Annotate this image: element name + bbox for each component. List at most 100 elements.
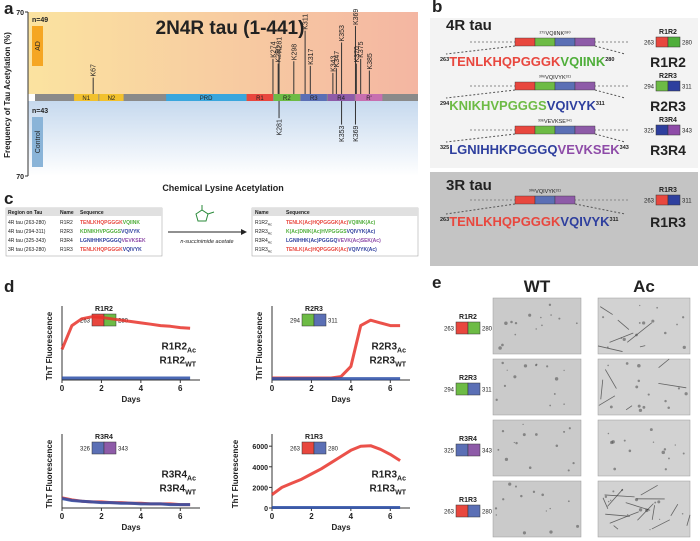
particle — [654, 502, 656, 504]
sequence-part: LGNIHHK(Ac)PGGGQ — [286, 238, 338, 244]
legend-name: R2R3 — [371, 341, 397, 352]
particle — [638, 380, 640, 382]
domain-label: PRD — [200, 96, 213, 102]
y-tick-label: 70 — [16, 174, 24, 181]
sequence-part: TENLKHQPGGGK — [80, 247, 123, 253]
construct-box — [656, 195, 668, 205]
sequence-start: 263 — [440, 217, 449, 223]
particle — [513, 375, 516, 378]
construct-label: R1R2 — [95, 306, 113, 313]
particle — [528, 314, 531, 317]
particle — [514, 442, 515, 443]
name-subscript: Ac — [268, 241, 272, 245]
sequence-part: KNIKHVPGGGS — [449, 98, 547, 113]
particle — [501, 362, 503, 364]
sequence-part: LGNIHHKPGGGQ — [80, 238, 122, 244]
name: R2R3 — [255, 229, 268, 235]
particle — [507, 370, 508, 371]
sequence-start: 263 — [440, 57, 449, 63]
construct-start: 263 — [290, 447, 301, 453]
table-header: Name — [60, 210, 74, 216]
construct-start: 294 — [290, 319, 301, 325]
particle — [623, 338, 626, 341]
sequence-part: VQIVYK(Ac) — [348, 247, 377, 253]
particle — [667, 406, 670, 409]
construct-end: 280 — [482, 510, 493, 516]
repeat-box — [555, 126, 575, 134]
x-tick-label: 6 — [388, 384, 393, 393]
site-label: K353 — [339, 25, 346, 41]
repeat-box — [535, 196, 555, 204]
particle — [649, 529, 650, 530]
construct-start: 325 — [644, 129, 655, 135]
particle — [648, 394, 650, 396]
particle — [675, 444, 676, 445]
particle — [515, 486, 517, 488]
construct-start: 294 — [444, 388, 455, 394]
construct-box — [468, 444, 480, 456]
particle — [497, 449, 499, 451]
column-header: WT — [524, 277, 551, 296]
name: R1R2 — [255, 220, 268, 226]
table-sequence: LGNIHHKPGGGQVEVKSEK — [80, 238, 146, 244]
table-sequence: TENLK(Ac)HQPGGGK(Ac)VQIVYK(Ac) — [286, 247, 377, 253]
particle — [555, 377, 558, 380]
panel-label: b — [432, 0, 442, 16]
particle — [668, 457, 670, 459]
construct-label: R1R2 — [659, 29, 677, 36]
particle — [558, 318, 560, 320]
construct-start: 263 — [644, 41, 655, 47]
particle — [665, 468, 667, 470]
construct-box — [302, 314, 314, 326]
table-cell: 4R tau (294-311) — [8, 229, 46, 235]
particle — [533, 491, 535, 493]
particle — [610, 500, 611, 501]
y-tick-label: 70 — [16, 10, 24, 17]
sequence-part: TENLK(Ac)HQPGGGK(Ac) — [286, 247, 349, 253]
repeat-box — [535, 82, 555, 90]
x-tick-label: 0 — [270, 384, 275, 393]
construct-box — [468, 383, 480, 395]
particle — [624, 440, 626, 442]
x-tick-label: 2 — [309, 512, 314, 521]
particle — [642, 406, 645, 409]
construct-name: R1R2 — [650, 54, 686, 70]
legend-entry: R2R3WT — [370, 355, 407, 368]
table-header: Name — [255, 210, 269, 216]
motif-label: ³⁰⁶VQIVYK³¹¹ — [529, 188, 561, 195]
construct-end: 343 — [118, 447, 129, 453]
site-label: K311 — [303, 14, 310, 30]
particle — [639, 508, 642, 511]
particle — [549, 304, 551, 306]
legend-name: R1R2 — [161, 341, 187, 352]
y-axis-label: ThT Fluorescence — [231, 439, 240, 508]
table-sequence: LGNIHHK(Ac)PGGGQVEVK(Ac)SEK(Ac) — [286, 238, 381, 244]
particle — [496, 399, 498, 401]
construct-label: R3R4 — [459, 436, 477, 443]
particle — [549, 530, 552, 533]
site-label: K281 — [277, 37, 284, 53]
legend-name: R1R2 — [160, 355, 186, 366]
x-tick-label: 4 — [139, 384, 144, 393]
micrograph — [493, 420, 581, 476]
panel-title: 2N4R tau (1-441) — [156, 18, 305, 39]
legend-subscript: Ac — [397, 475, 406, 482]
construct-box — [656, 37, 668, 47]
particle — [501, 344, 504, 347]
particle — [664, 448, 666, 450]
table-cell: R2R3 — [60, 229, 73, 235]
construct-label: R2R3 — [459, 375, 477, 382]
particle — [495, 507, 497, 509]
legend-entry: R3R4WT — [160, 483, 197, 496]
domain-label: R1 — [256, 96, 264, 102]
sequence-part: VQIINK(Ac) — [348, 220, 375, 226]
sequence-part: TENLK(Ac)HQPGGGK(Ac) — [286, 220, 349, 226]
sequence: 263TENLKHQPGGGKVQIVYK311 — [440, 214, 618, 229]
x-tick-label: 4 — [349, 512, 354, 521]
table-cell: 4R tau (325-343) — [8, 238, 46, 244]
micrograph — [493, 481, 581, 537]
particle — [546, 510, 547, 511]
legend-entry: R1R2Ac — [161, 341, 196, 354]
particle — [626, 362, 629, 365]
table-header: Region on Tau — [8, 210, 42, 216]
